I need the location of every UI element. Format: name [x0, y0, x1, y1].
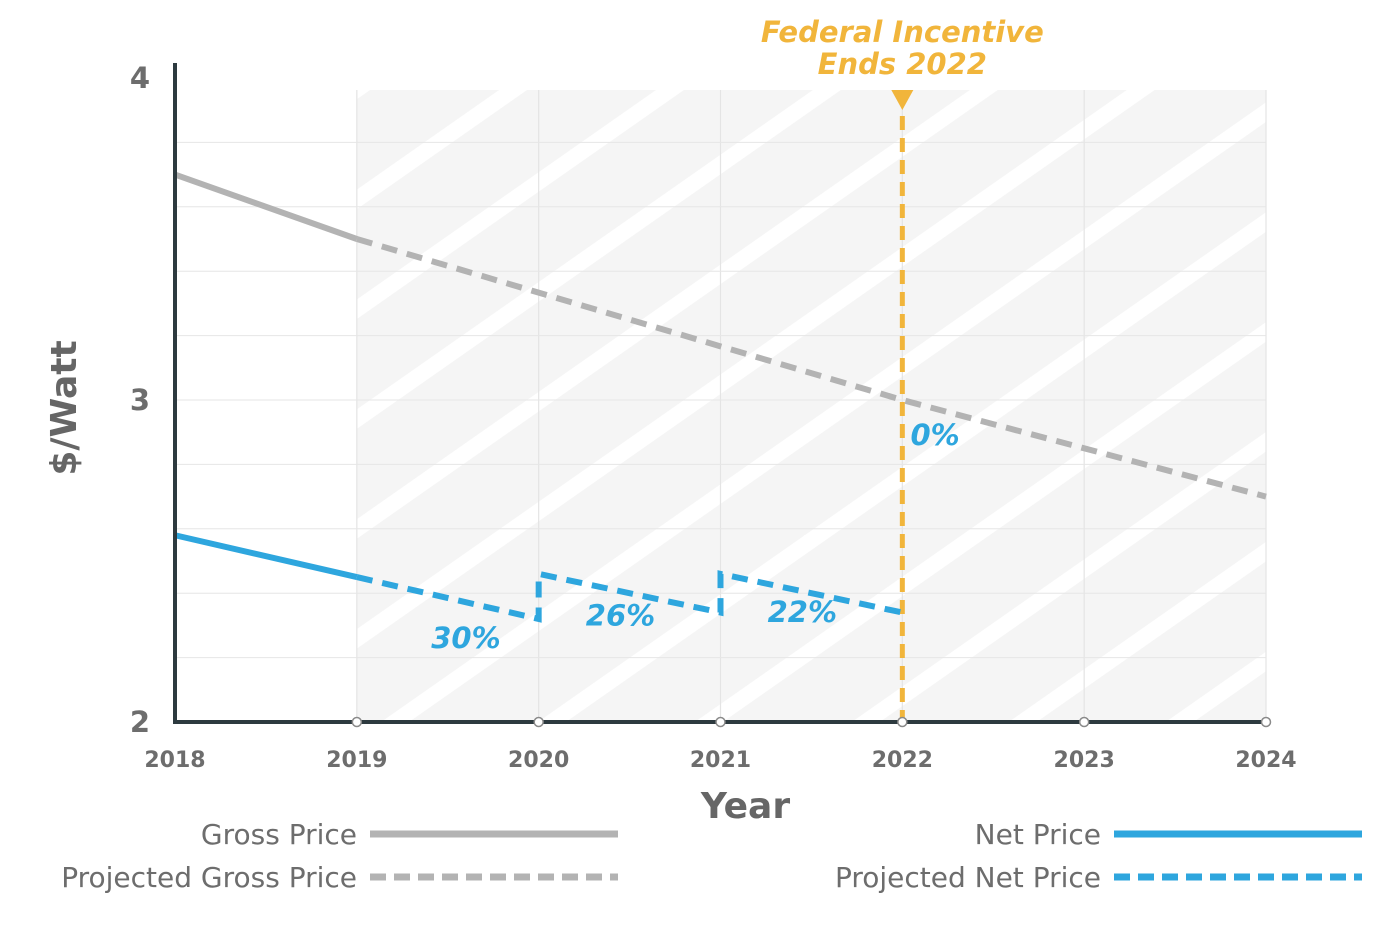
- projection-shaded-region: [356, 90, 1266, 722]
- x-tick-label: 2024: [1235, 748, 1296, 773]
- x-tick-marker: [1078, 716, 1090, 728]
- y-tick-label: 4: [130, 61, 150, 95]
- x-tick-marker: [351, 716, 363, 728]
- legend-label: Projected Gross Price: [61, 861, 357, 894]
- series-line-net-price: [174, 532, 358, 581]
- x-tick-marker: [897, 716, 908, 728]
- reference-label-line2: Ends 2022: [818, 47, 987, 81]
- x-tick-label: 2018: [144, 748, 205, 773]
- series-line-projected-gross-price: [355, 236, 1267, 500]
- data-label: 26%: [586, 598, 655, 632]
- reference-label-line1: Federal Incentive: [761, 15, 1044, 49]
- legend-label: Projected Net Price: [835, 861, 1101, 894]
- y-axis-title: $/Watt: [44, 340, 85, 475]
- legend-label: Net Price: [975, 818, 1101, 851]
- data-label: 0%: [910, 418, 959, 452]
- x-tick-marker: [715, 716, 726, 728]
- y-tick-label: 2: [130, 705, 150, 739]
- reference-arrow-icon: [891, 90, 914, 110]
- legend-label: Gross Price: [201, 818, 357, 851]
- x-tick-label: 2019: [326, 748, 387, 773]
- x-axis-title: Year: [700, 786, 790, 827]
- x-tick-label: 2021: [690, 748, 751, 773]
- y-tick-label: 3: [130, 383, 150, 417]
- series-line-gross-price: [173, 171, 358, 242]
- data-label: 22%: [768, 595, 837, 629]
- x-tick-label: 2023: [1054, 748, 1115, 773]
- x-tick-label: 2020: [508, 748, 569, 773]
- x-tick-label: 2022: [872, 748, 933, 773]
- x-tick-marker: [1260, 716, 1272, 728]
- data-label: 30%: [431, 621, 500, 655]
- x-tick-marker: [533, 716, 544, 728]
- series-line-projected-net-price: [356, 570, 903, 623]
